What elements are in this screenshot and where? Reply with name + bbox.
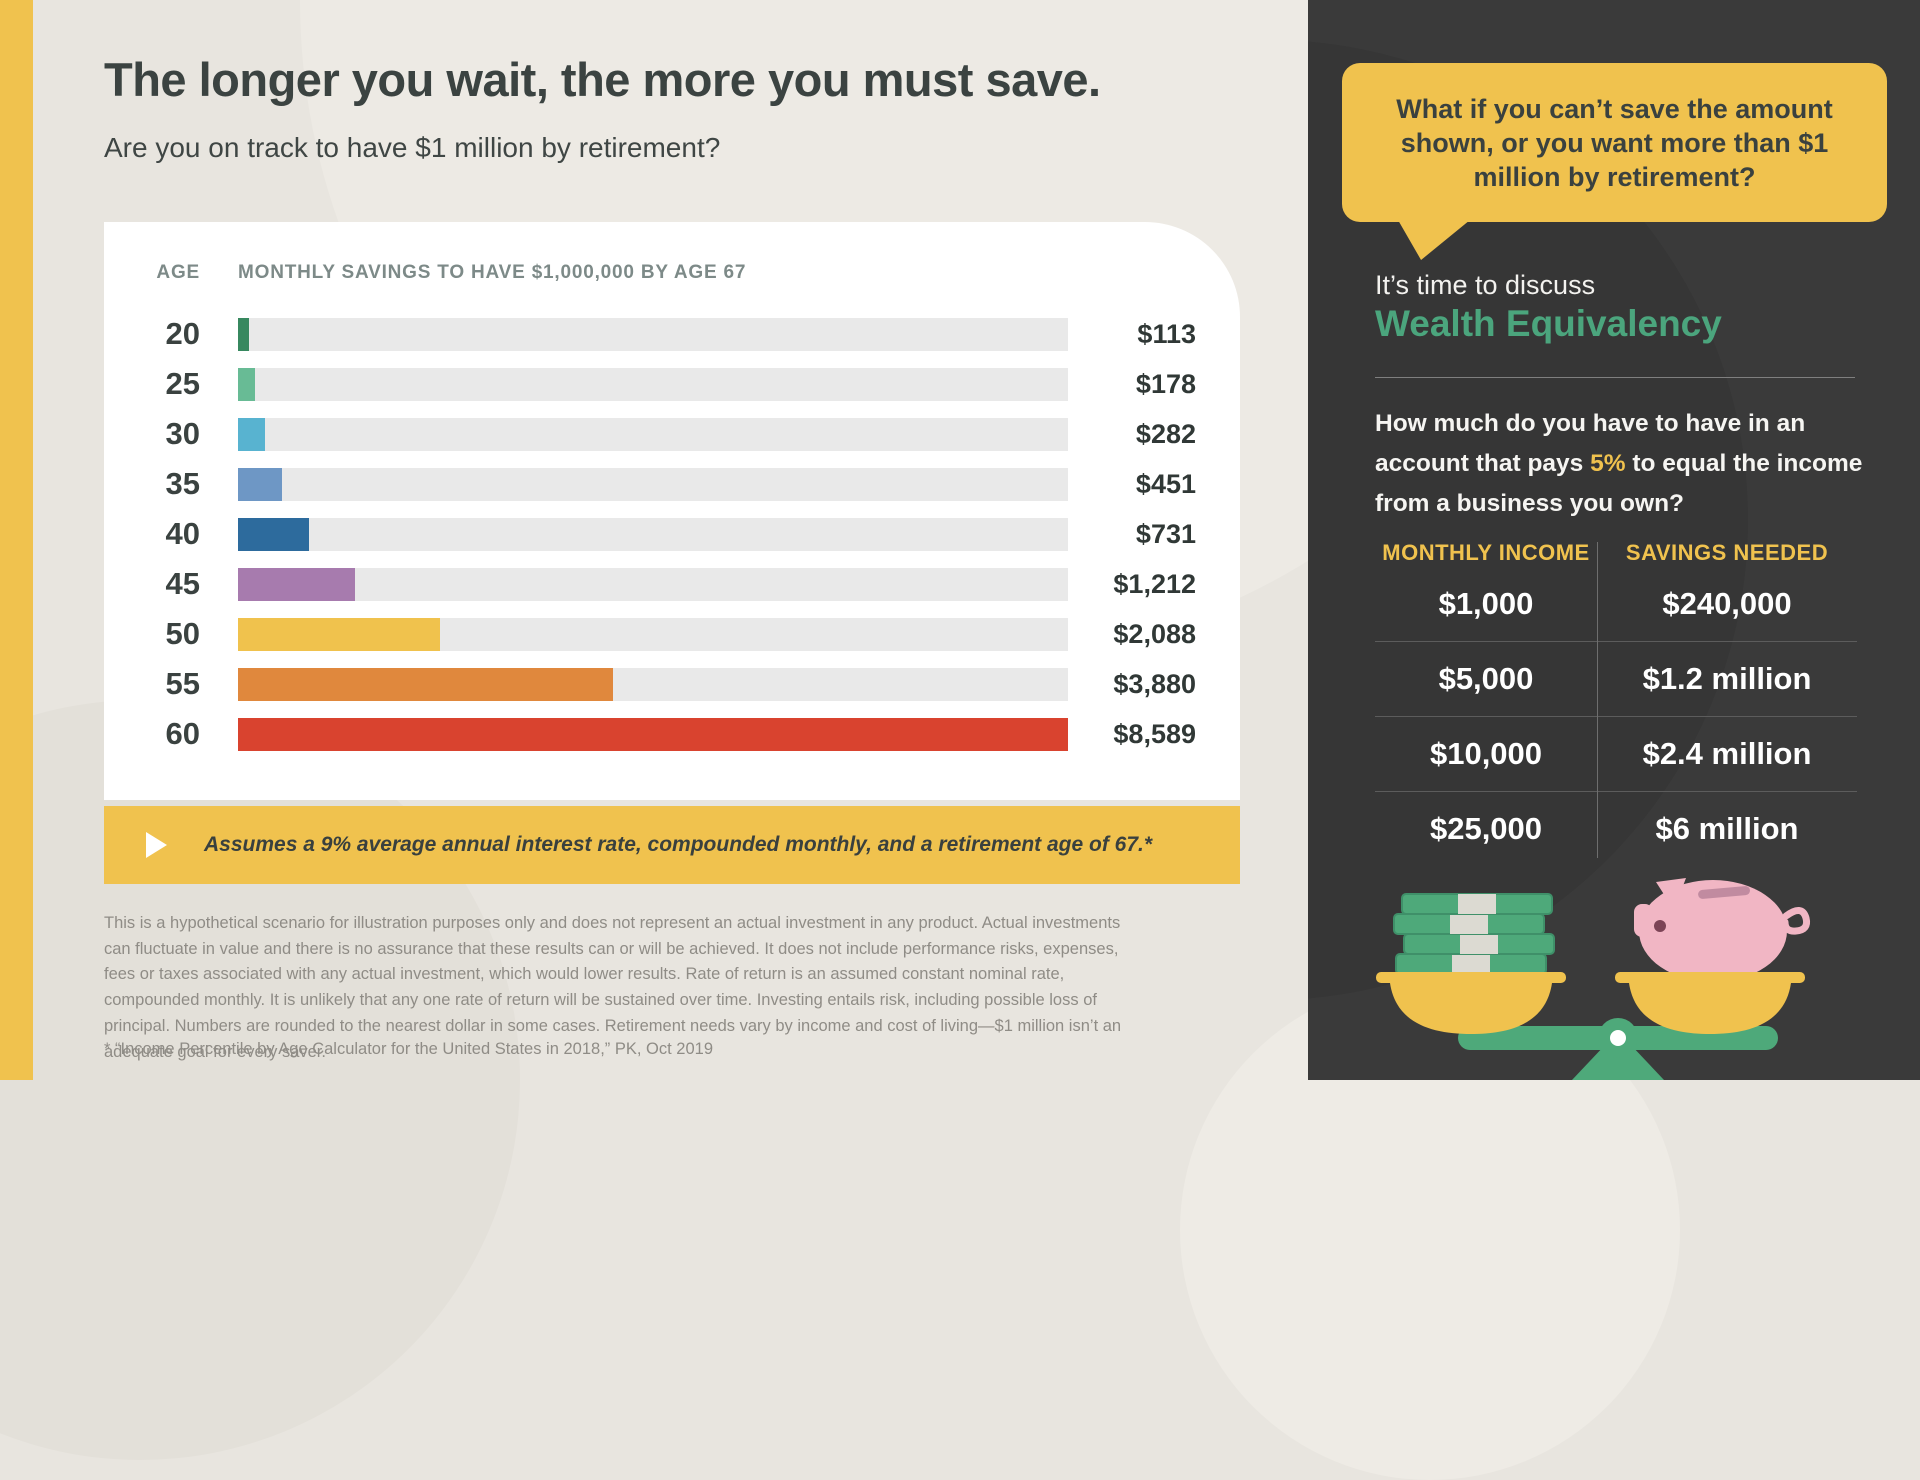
bar-value: $451	[1135, 468, 1196, 499]
chart-row: 40 $731	[128, 516, 1196, 551]
sidebar-question: How much do you have to have in an accou…	[1375, 404, 1865, 524]
bar-fill	[238, 517, 309, 551]
chart-row: 30 $282	[128, 416, 1196, 451]
scale-pedestal	[1572, 1044, 1664, 1080]
bar-value: $3,880	[1113, 668, 1196, 699]
age-column-header: AGE	[156, 262, 200, 283]
bar-fill	[238, 467, 282, 501]
bar-track	[238, 467, 1068, 501]
bar-track	[238, 567, 1068, 601]
monthly-income-value: $1,000	[1438, 586, 1534, 621]
monthly-income-value: $25,000	[1429, 811, 1543, 846]
bar-track	[238, 667, 1068, 701]
page-title: The longer you wait, the more you must s…	[104, 53, 1101, 106]
assumption-note: Assumes a 9% average annual interest rat…	[204, 833, 1153, 856]
age-label: 55	[165, 666, 200, 701]
monthly-income-value: $10,000	[1429, 736, 1543, 771]
chart-title: MONTHLY SAVINGS TO HAVE $1,000,000 BY AG…	[238, 262, 747, 283]
piggy-bank-icon	[1634, 878, 1810, 982]
chart-card: AGE MONTHLY SAVINGS TO HAVE $1,000,000 B…	[104, 222, 1240, 800]
bar-track	[238, 417, 1068, 451]
scale-pans	[1376, 972, 1805, 1034]
chart-row: 45 $1,212	[128, 566, 1196, 601]
bar-value: $8,589	[1113, 718, 1196, 749]
rate-highlight: 5%	[1590, 450, 1626, 477]
sidebar: What if you can’t save the amount shown,…	[1308, 0, 1920, 1080]
monthly-income-value: $5,000	[1438, 661, 1534, 696]
bar-value: $282	[1135, 418, 1196, 449]
question-text: to equal the income from a business you …	[1375, 450, 1863, 517]
wealth-equivalency-heading: Wealth Equivalency	[1375, 303, 1722, 344]
table-row: $1,000 $240,000	[1375, 567, 1857, 641]
question-text: How much do you have to have in an accou…	[1375, 410, 1806, 477]
speech-bubble-text: What if you can’t save the amount shown,…	[1396, 93, 1833, 192]
age-label: 30	[165, 416, 200, 451]
source-footnote: * “Income Percentile by Age Calculator f…	[104, 1040, 713, 1058]
savings-needed-value: $2.4 million	[1642, 736, 1812, 771]
scale-pivot-dot	[1610, 1030, 1626, 1046]
table-row: $10,000 $2.4 million	[1375, 716, 1857, 791]
table-row: $25,000 $6 million	[1375, 791, 1857, 866]
bar-track	[238, 617, 1068, 651]
bar-fill	[238, 417, 266, 451]
age-label: 40	[165, 516, 200, 551]
savings-needed-value: $6 million	[1655, 811, 1799, 846]
cash-stack-icon	[1393, 893, 1555, 975]
table-header-row: MONTHLY INCOME SAVINGS NEEDED	[1375, 540, 1857, 567]
bar-fill	[238, 567, 356, 601]
age-label: 20	[165, 316, 200, 351]
disclaimer-text: This is a hypothetical scenario for illu…	[104, 914, 1122, 1061]
bar-value: $113	[1137, 318, 1196, 349]
page-subtitle: Are you on track to have $1 million by r…	[104, 132, 721, 163]
age-label: 50	[165, 616, 200, 651]
assumption-banner: Assumes a 9% average annual interest rat…	[104, 806, 1240, 884]
savings-needed-value: $240,000	[1662, 586, 1792, 621]
table-vertical-divider	[1597, 542, 1598, 858]
speech-bubble: What if you can’t save the amount shown,…	[1342, 63, 1887, 222]
age-label: 25	[165, 366, 200, 401]
chart-row: 50 $2,088	[128, 616, 1196, 651]
bar-chart: 20 $113 25 $178 30 $282 35 $451 40 $731 45 $1,212 50…	[128, 316, 1196, 766]
bar-fill	[238, 317, 249, 351]
chart-row: 35 $451	[128, 466, 1196, 501]
bar-value: $1,212	[1113, 568, 1196, 599]
bar-fill	[238, 717, 1068, 751]
bar-value: $2,088	[1113, 618, 1196, 649]
bar-fill	[238, 667, 613, 701]
monthly-income-header: MONTHLY INCOME	[1382, 540, 1590, 565]
chart-row: 55 $3,880	[128, 666, 1196, 701]
savings-needed-header: SAVINGS NEEDED	[1625, 540, 1829, 565]
table-row: $5,000 $1.2 million	[1375, 641, 1857, 716]
age-label: 45	[165, 566, 200, 601]
age-label: 35	[165, 466, 200, 501]
age-label: 60	[165, 716, 200, 751]
bar-fill	[238, 367, 256, 401]
bar-track	[238, 367, 1068, 401]
wealth-equivalency-table: MONTHLY INCOME SAVINGS NEEDED $1,000 $240…	[1375, 540, 1857, 866]
bar-value: $731	[1135, 518, 1196, 549]
chart-row: 20 $113	[128, 316, 1196, 351]
bar-track	[238, 317, 1068, 351]
balance-scale-illustration	[1376, 878, 1810, 1080]
bar-value: $178	[1135, 368, 1196, 399]
chart-row: 25 $178	[128, 366, 1196, 401]
bar-track	[238, 717, 1068, 751]
savings-needed-value: $1.2 million	[1642, 661, 1812, 696]
chart-header-row: AGE MONTHLY SAVINGS TO HAVE $1,000,000 B…	[128, 262, 1068, 284]
arrow-right-icon	[146, 832, 167, 858]
sidebar-intro: It’s time to discuss	[1375, 270, 1596, 300]
bar-track	[238, 517, 1068, 551]
chart-row: 60 $8,589	[128, 716, 1196, 751]
bar-fill	[238, 617, 440, 651]
divider	[1375, 377, 1855, 378]
left-accent-strip	[0, 0, 33, 1080]
